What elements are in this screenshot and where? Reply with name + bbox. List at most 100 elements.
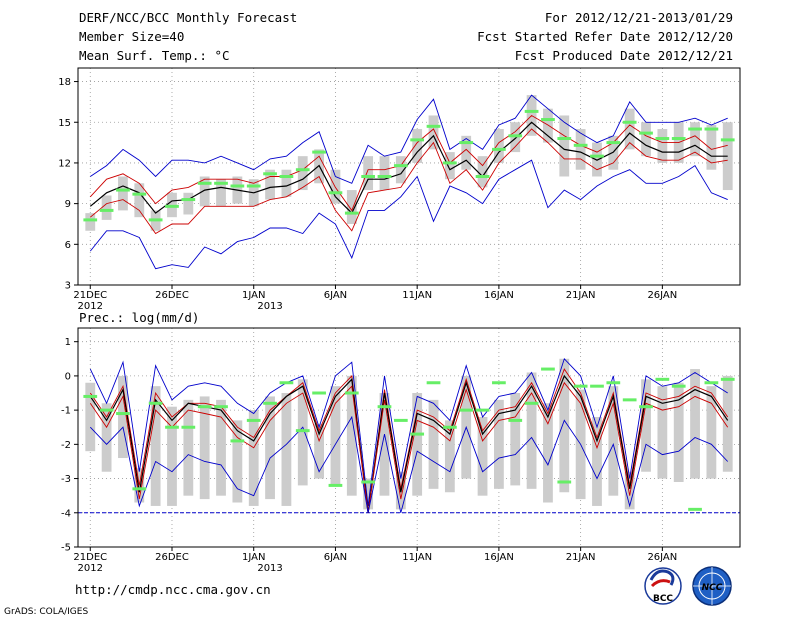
temperature-panel: 3 6 9 12 15 18 21DEC 26DEC 1JAN 6JAN 11JAN 16JAN 21J… (58, 67, 741, 312)
temp-box-day-35 (641, 122, 651, 157)
temp-box-day-38 (690, 122, 700, 157)
temp-box-day-33 (608, 135, 619, 170)
prec-box-day-27 (510, 393, 521, 486)
prec-xtick-label: 6JAN (324, 552, 347, 563)
temp-series-min (89, 159, 728, 270)
prec-box-day-35 (641, 379, 651, 472)
prec-box-day-28 (526, 372, 537, 489)
temp-box-day-23 (444, 152, 455, 180)
temp-box-day-13 (281, 169, 292, 197)
temp-box-day-4 (134, 183, 145, 218)
temp-ytick-label: 18 (58, 77, 71, 88)
prec-ytick-label: 0 (65, 371, 71, 382)
prec-box-day-34 (624, 471, 635, 510)
temp-box-day-2 (101, 195, 112, 220)
prec-box-day-22 (428, 399, 439, 489)
fcst-produced-date: Fcst Produced Date 2012/12/21 (515, 48, 733, 63)
temp-box-day-22 (428, 115, 439, 150)
prec-box-day-14 (297, 379, 308, 486)
prec-ytick-label: -4 (61, 508, 71, 519)
prec-box-day-8 (199, 396, 210, 500)
prec-box-day-10 (232, 420, 243, 503)
temp-ytick-label: 6 (65, 240, 71, 251)
temp-xtick-label: 21DEC (73, 290, 107, 301)
prec-box-day-16 (330, 386, 341, 486)
temp-box-day-24 (461, 135, 472, 170)
temp-series-lower (90, 128, 728, 235)
prec-box-day-1 (85, 382, 96, 452)
prec-xtick-label: 1JAN (242, 552, 265, 563)
temp-variable-label: Mean Surf. Temp.: °C (79, 48, 230, 63)
temp-box-day-9 (216, 179, 226, 207)
temp-series-upper (89, 114, 728, 212)
prec-ytick-label: -2 (61, 440, 71, 451)
ncc-logo-text: NCC (702, 583, 723, 593)
precip-variable-label: Prec.: log(mm/d) (79, 310, 199, 325)
temp-ytick-label: 9 (65, 199, 71, 210)
temp-xtick-label: 1JAN (242, 290, 265, 301)
temp-box-day-12 (265, 169, 275, 200)
forecast-period: For 2012/12/21-2013/01/29 (545, 10, 733, 25)
bcc-logo: BCC (644, 567, 682, 605)
prec-series-mean (89, 374, 729, 513)
temp-box-day-30 (559, 115, 570, 177)
temp-box-day-36 (657, 129, 668, 163)
prec-box-day-30 (559, 358, 570, 493)
prec-box-day-38 (690, 369, 700, 479)
temp-box-day-18 (363, 156, 374, 191)
prec-series-min (89, 415, 729, 513)
temp-box-day-29 (543, 108, 553, 143)
prec-box-day-9 (216, 399, 226, 496)
figure-title: DERF/NCC/BCC Monthly Forecast (79, 10, 297, 25)
prec-box-day-32 (592, 416, 602, 506)
temp-box-day-8 (199, 176, 210, 207)
ncc-logo: NCC (692, 566, 732, 606)
prec-box-day-26 (493, 399, 504, 489)
prec-box-day-6 (167, 406, 177, 506)
precipitation-panel: -5 -4 -3 -2 -1 0 1 21DEC 26DEC 1JAN 6JAN 11JAN 16JAN… (61, 327, 741, 574)
prec-box-day-37 (673, 382, 684, 482)
temp-box-day-1 (85, 213, 96, 231)
prec-box-day-13 (281, 393, 292, 506)
source-url[interactable]: http://cmdp.ncc.cma.gov.cn (75, 582, 271, 597)
temp-box-day-40 (722, 122, 733, 191)
prec-series-max (89, 357, 728, 506)
prec-xtick-label: 21DEC (73, 552, 107, 563)
prec-year-label: 2013 (257, 563, 282, 574)
prec-box-day-19 (379, 393, 390, 496)
prec-box-day-29 (543, 403, 553, 503)
temp-box-day-31 (575, 129, 586, 170)
prec-ytick-label: 1 (65, 337, 71, 348)
temp-year-label: 2012 (78, 301, 103, 312)
temp-xtick-label: 21JAN (566, 290, 596, 301)
prec-ytick-label: -3 (61, 474, 71, 485)
prec-box-day-23 (444, 420, 455, 493)
prec-box-day-3 (118, 375, 128, 459)
prec-series-lower (89, 381, 729, 513)
temp-box-day-19 (379, 156, 390, 191)
temp-xtick-label: 26JAN (647, 290, 677, 301)
temp-ytick-label: 3 (65, 281, 71, 292)
prec-box-day-40 (722, 375, 733, 472)
prec-box-day-11 (248, 410, 259, 506)
prec-box-day-2 (101, 403, 112, 472)
prec-box-day-33 (608, 386, 619, 496)
prec-plot-frame (77, 327, 741, 548)
temp-box-day-14 (297, 156, 308, 191)
temp-year-label: 2013 (257, 301, 282, 312)
temp-box-day-3 (118, 176, 128, 211)
temp-xtick-label: 16JAN (484, 290, 514, 301)
temp-plot-frame (77, 67, 741, 286)
member-size-label: Member Size=40 (79, 29, 184, 44)
prec-ytick-label: -1 (61, 406, 71, 417)
temp-ytick-label: 12 (58, 158, 71, 169)
temp-xtick-label: 11JAN (402, 290, 432, 301)
prec-box-day-15 (314, 423, 325, 479)
temp-box-day-26 (493, 129, 504, 163)
prec-box-day-18 (363, 478, 374, 510)
prec-box-day-17 (346, 375, 357, 496)
prec-ytick-label: -5 (61, 543, 71, 554)
temp-box-day-21 (412, 129, 423, 163)
temp-box-day-7 (183, 192, 194, 215)
